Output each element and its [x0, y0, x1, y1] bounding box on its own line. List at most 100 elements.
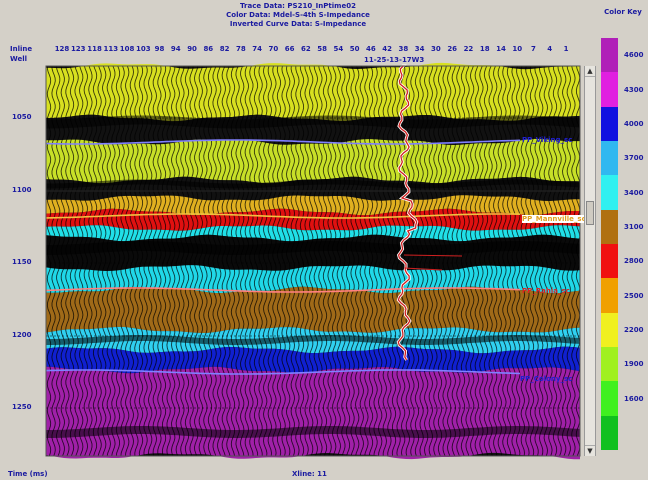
inline-axis-label: Inline: [10, 45, 33, 53]
wiggle-trace: [263, 65, 268, 457]
color-data-label: Color Data: Mdel-S-4th S-Impedance: [226, 11, 370, 19]
wiggle-trace: [267, 65, 272, 457]
wiggle-trace: [378, 65, 383, 457]
wiggle-trace: [336, 65, 341, 457]
wiggle-trace: [148, 65, 153, 457]
wiggle-trace: [437, 65, 443, 457]
wiggle-trace: [575, 65, 581, 457]
wiggle-trace: [529, 65, 535, 457]
inline-tick-label: 1: [563, 45, 569, 53]
reflection-streak: [46, 115, 581, 129]
inline-tick-label: 113: [103, 45, 119, 53]
horizon-line: [45, 287, 521, 293]
horizon-label-colony: PP_Colony_sc: [520, 375, 573, 383]
wiggle-trace: [470, 65, 475, 457]
color-key-band: [601, 38, 618, 73]
wiggle-trace: [368, 65, 374, 457]
color-key-value: 2500: [624, 291, 644, 300]
wiggle-trace: [506, 65, 512, 456]
wiggle-trace: [249, 65, 254, 457]
color-key-value: 1600: [624, 394, 644, 403]
wiggle-trace: [488, 65, 493, 457]
wiggle-trace: [161, 65, 167, 457]
scrollbar-thumb[interactable]: [586, 201, 594, 225]
wiggle-trace: [387, 65, 392, 457]
inline-tick-label: 38: [398, 45, 409, 53]
seismic-section[interactable]: [0, 0, 596, 480]
color-key-value: 4300: [624, 85, 644, 94]
scroll-down-arrow-icon[interactable]: ▼: [585, 445, 595, 456]
wiggle-trace: [460, 65, 466, 457]
wiggle-trace: [313, 65, 318, 457]
wiggle-trace: [230, 65, 236, 457]
wiggle-trace: [115, 65, 121, 457]
wiggle-trace: [69, 65, 75, 457]
color-key-value: 3100: [624, 222, 644, 231]
wiggle-trace: [203, 65, 208, 457]
wiggle-trace: [194, 65, 199, 457]
wiggle-trace: [391, 65, 397, 457]
time-tick-label: 1150: [12, 258, 32, 266]
inline-tick-label: 30: [431, 45, 441, 53]
wiggle-trace: [171, 65, 176, 457]
wiggle-trace: [60, 65, 65, 457]
vertical-scrollbar[interactable]: ▲ ▼: [584, 66, 596, 456]
wiggle-trace: [125, 65, 130, 457]
layer-cyan-lower: [46, 265, 580, 294]
wiggle-trace: [175, 65, 180, 457]
inline-tick-label: 10: [512, 45, 523, 53]
wiggle-trace: [548, 65, 553, 457]
wiggle-trace: [276, 65, 282, 457]
inline-tick-label: 50: [349, 45, 360, 53]
wiggle-trace: [286, 65, 291, 457]
inline-tick-label: 70: [268, 45, 279, 53]
wiggle-trace: [474, 65, 479, 457]
inline-tick-label: 54: [333, 45, 344, 53]
color-key-title: Color Key: [604, 8, 642, 16]
wiggle-trace: [456, 65, 461, 457]
wiggle-trace: [502, 65, 507, 457]
layer-blue: [46, 346, 580, 374]
wiggle-trace: [65, 65, 70, 457]
wiggle-trace: [401, 65, 406, 457]
wiggle-trace: [414, 65, 420, 457]
wiggle-trace: [212, 65, 217, 457]
wiggle-trace: [451, 65, 456, 457]
wiggle-trace: [295, 65, 300, 457]
wiggle-trace: [189, 65, 194, 457]
wiggle-trace: [258, 65, 263, 456]
wiggle-trace: [493, 65, 498, 457]
scroll-up-arrow-icon[interactable]: ▲: [585, 66, 595, 77]
wiggle-trace: [102, 65, 107, 457]
wiggle-trace: [332, 65, 337, 457]
wiggle-trace: [235, 65, 240, 457]
wiggle-trace: [350, 65, 355, 457]
wiggle-trace: [552, 65, 558, 457]
time-tick-label: 1050: [12, 113, 32, 121]
wiggle-trace: [341, 65, 346, 457]
inline-tick-label: 34: [414, 45, 425, 53]
wiggle-trace: [304, 65, 309, 457]
horizon-line: [45, 369, 521, 375]
wiggle-trace: [129, 65, 134, 456]
inline-tick-label: 22: [463, 45, 474, 53]
color-key-band: [601, 72, 618, 108]
color-key-band: [601, 278, 618, 314]
wiggle-trace: [106, 65, 111, 457]
wiggle-trace: [226, 65, 231, 457]
wiggle-trace: [557, 65, 562, 457]
well-name-label: 11-25-13-17W3: [364, 56, 425, 64]
layer-cyan-upper: [46, 225, 580, 242]
time-tick-label: 1200: [12, 331, 32, 339]
wiggle-trace: [322, 65, 328, 457]
wiggle-trace: [497, 65, 502, 457]
wiggle-trace: [483, 65, 489, 457]
wiggle-trace: [88, 65, 93, 457]
horizon-line: [45, 213, 521, 219]
wiggle-trace: [83, 65, 88, 457]
wiggle-trace: [309, 65, 314, 457]
inline-tick-label: 90: [187, 45, 197, 53]
wiggle-trace: [56, 65, 61, 457]
wiggle-trace: [382, 65, 387, 456]
